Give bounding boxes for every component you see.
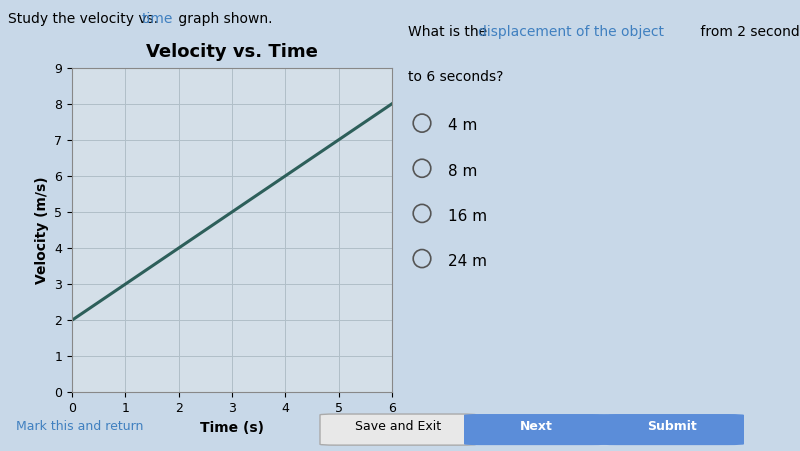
X-axis label: Time (s): Time (s)	[200, 421, 264, 435]
Text: graph shown.: graph shown.	[174, 12, 273, 26]
Text: from 2 seconds: from 2 seconds	[696, 25, 800, 39]
Text: displacement of the object: displacement of the object	[478, 25, 664, 39]
Y-axis label: Velocity (m/s): Velocity (m/s)	[34, 176, 49, 284]
Text: Study the velocity vs.: Study the velocity vs.	[8, 12, 162, 26]
Text: 16 m: 16 m	[448, 209, 487, 224]
Text: Mark this and return: Mark this and return	[16, 420, 143, 433]
FancyBboxPatch shape	[464, 414, 608, 445]
Text: Save and Exit: Save and Exit	[354, 420, 441, 433]
Text: Submit: Submit	[647, 420, 697, 433]
Text: Next: Next	[519, 420, 553, 433]
Text: to 6 seconds?: to 6 seconds?	[408, 70, 503, 84]
Text: 4 m: 4 m	[448, 119, 478, 133]
Text: 24 m: 24 m	[448, 254, 487, 269]
Title: Velocity vs. Time: Velocity vs. Time	[146, 42, 318, 60]
FancyBboxPatch shape	[600, 414, 744, 445]
Text: What is the: What is the	[408, 25, 491, 39]
FancyBboxPatch shape	[320, 414, 476, 445]
Text: 8 m: 8 m	[448, 164, 478, 179]
Text: time: time	[142, 12, 174, 26]
